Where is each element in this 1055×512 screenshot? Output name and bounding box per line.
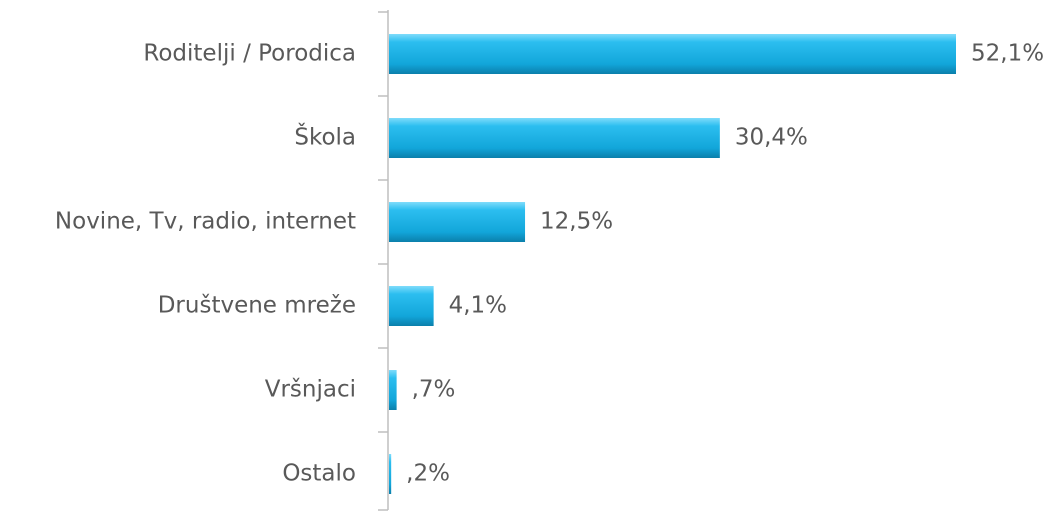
category-label: Roditelji / Porodica xyxy=(143,41,356,67)
category-label: Vršnjaci xyxy=(265,377,356,403)
bar xyxy=(389,286,434,326)
data-label: ,7% xyxy=(412,377,456,403)
category-label: Novine, Tv, radio, internet xyxy=(55,209,356,235)
data-label: ,2% xyxy=(406,461,450,487)
bar xyxy=(389,34,956,74)
bar xyxy=(389,454,392,494)
category-label: Društvene mreže xyxy=(158,293,356,319)
bar xyxy=(389,118,720,158)
data-label: 52,1% xyxy=(971,41,1044,67)
bar xyxy=(389,202,526,242)
data-label: 4,1% xyxy=(449,293,507,319)
data-label: 30,4% xyxy=(735,125,808,151)
bar xyxy=(389,370,397,410)
data-label: 12,5% xyxy=(540,209,613,235)
category-label: Škola xyxy=(294,123,356,151)
category-label: Ostalo xyxy=(282,461,356,487)
